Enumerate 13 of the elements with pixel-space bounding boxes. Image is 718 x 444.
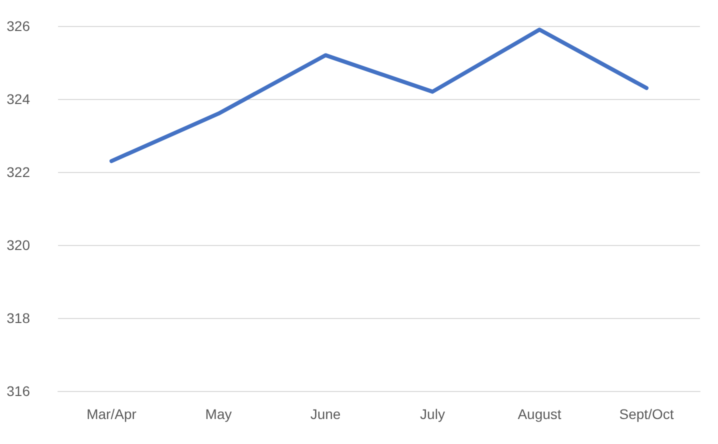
x-tick-label: August: [518, 406, 562, 422]
y-tick-label: 326: [6, 18, 30, 34]
y-tick-label: 320: [6, 237, 30, 253]
x-tick-label: Sept/Oct: [619, 406, 674, 422]
y-tick-label: 322: [6, 164, 30, 180]
y-tick-label: 318: [6, 310, 30, 326]
x-tick-label: Mar/Apr: [86, 406, 137, 422]
y-tick-label: 316: [6, 383, 30, 399]
x-tick-label: July: [420, 406, 445, 422]
line-series: [110, 28, 648, 164]
x-tick-label: May: [205, 406, 232, 422]
x-tick-label: June: [310, 406, 341, 422]
y-tick-label: 324: [6, 91, 30, 107]
